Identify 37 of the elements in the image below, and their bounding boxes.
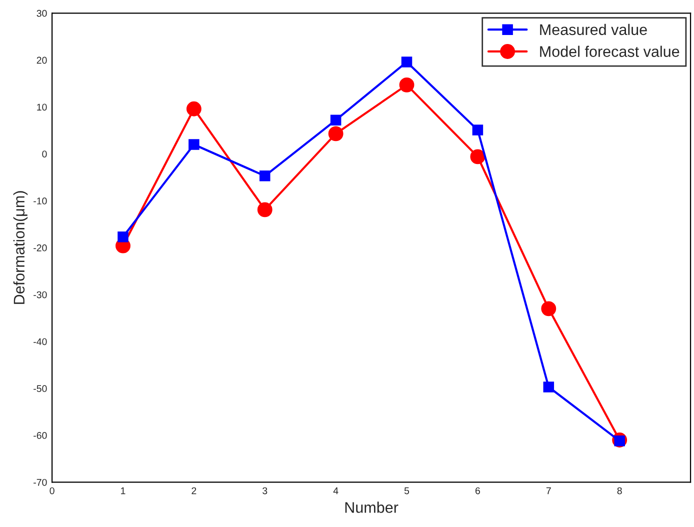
x-tick-label: 7: [546, 487, 551, 494]
point: [470, 149, 486, 164]
point: [543, 382, 554, 392]
point: [257, 202, 272, 218]
y-tick-label: -70: [34, 478, 47, 486]
x-tick-label: 6: [475, 487, 480, 494]
x-tick-label: 0: [50, 487, 54, 494]
y-tick-label: -10: [34, 198, 47, 204]
point: [328, 126, 344, 142]
x-tick-label: 5: [404, 487, 410, 494]
legend-label: Model forecast value: [540, 46, 680, 57]
x-tick-label: 2: [192, 487, 196, 494]
point: [472, 124, 484, 136]
y-tick-label: 0: [42, 150, 47, 158]
x-axis-title: Number: [345, 502, 398, 513]
point: [259, 170, 270, 182]
y-tick-label: -30: [34, 291, 47, 298]
x-tick-label: 4: [333, 487, 338, 494]
point: [186, 101, 202, 116]
x-tick-label: 8: [617, 487, 622, 494]
y-tick-label: -60: [34, 432, 47, 439]
y-tick-label: -50: [34, 385, 47, 392]
point: [118, 232, 128, 242]
point: [188, 139, 200, 150]
point: [399, 77, 414, 92]
y-tick-label: 30: [36, 10, 47, 17]
y-tick-label: 10: [37, 104, 47, 111]
point: [330, 114, 342, 126]
y-axis-title: Deformation(μm): [13, 191, 28, 304]
x-tick-label: 1: [121, 487, 126, 494]
y-tick-label: 20: [36, 56, 47, 64]
y-tick-label: -20: [34, 244, 47, 252]
x-tick-label: 3: [262, 487, 268, 494]
y-tick-label: -40: [34, 338, 47, 346]
point: [401, 56, 412, 68]
legend-label: Measured value: [540, 24, 647, 36]
point: [541, 301, 556, 316]
